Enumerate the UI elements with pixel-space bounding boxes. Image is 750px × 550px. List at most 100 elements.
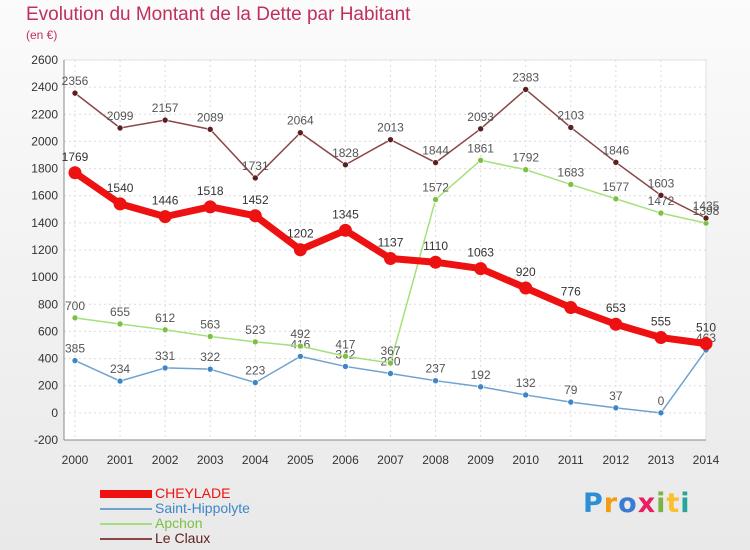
y-tick-label: 800 bbox=[38, 297, 58, 311]
data-label-cheylade: 1110 bbox=[423, 239, 448, 253]
data-point-saint-hippolyte bbox=[432, 377, 439, 384]
logo-letter: o bbox=[618, 488, 638, 519]
x-tick-label: 2010 bbox=[512, 453, 539, 467]
x-tick-label: 2009 bbox=[467, 453, 494, 467]
data-label-cheylade: 1518 bbox=[197, 184, 224, 198]
data-label-le-claux: 2157 bbox=[152, 101, 179, 115]
data-label-apchon: 523 bbox=[245, 323, 265, 337]
y-tick-label: 0 bbox=[51, 406, 58, 420]
data-label-apchon: 1683 bbox=[557, 165, 584, 179]
data-point-saint-hippolyte bbox=[71, 357, 79, 364]
y-tick-label: 200 bbox=[38, 379, 58, 393]
data-label-apchon: 1577 bbox=[603, 180, 630, 194]
data-point-cheylade bbox=[699, 337, 713, 351]
data-point-cheylade bbox=[338, 223, 352, 237]
x-tick-label: 2007 bbox=[377, 453, 404, 467]
data-point-le-claux bbox=[702, 214, 710, 222]
legend-swatch bbox=[100, 490, 152, 498]
data-point-cheylade bbox=[158, 210, 172, 224]
data-point-apchon bbox=[251, 338, 259, 346]
data-point-saint-hippolyte bbox=[116, 377, 124, 385]
data-label-le-claux: 1844 bbox=[422, 144, 449, 158]
data-label-cheylade: 1540 bbox=[107, 181, 134, 195]
data-label-cheylade: 1769 bbox=[62, 150, 89, 164]
logo-letter: x bbox=[637, 488, 657, 519]
legend-label: Le Claux bbox=[155, 530, 211, 546]
data-label-le-claux: 2356 bbox=[62, 74, 89, 88]
data-label-apchon: 492 bbox=[290, 327, 310, 341]
y-tick-label: 2400 bbox=[31, 80, 58, 94]
y-tick-label: 1400 bbox=[31, 216, 58, 230]
data-label-le-claux: 1846 bbox=[603, 143, 630, 157]
logo-letter: t bbox=[666, 488, 681, 519]
x-tick-label: 2002 bbox=[152, 453, 179, 467]
data-label-saint-hippolyte: 234 bbox=[110, 362, 130, 376]
legend-swatch bbox=[100, 508, 152, 510]
data-point-cheylade bbox=[564, 301, 578, 315]
data-label-le-claux: 2383 bbox=[512, 70, 539, 84]
data-label-apchon: 1792 bbox=[512, 151, 539, 165]
data-point-le-claux bbox=[116, 124, 124, 132]
y-tick-label: 1600 bbox=[31, 189, 58, 203]
data-label-cheylade: 1345 bbox=[332, 207, 359, 221]
data-point-le-claux bbox=[342, 161, 349, 169]
data-label-saint-hippolyte: 223 bbox=[245, 364, 265, 378]
data-label-le-claux: 2099 bbox=[107, 109, 134, 123]
data-label-saint-hippolyte: 331 bbox=[155, 349, 175, 363]
proxiti-logo: Proxiti bbox=[583, 488, 691, 519]
data-label-cheylade: 1137 bbox=[378, 236, 404, 250]
data-point-cheylade bbox=[293, 243, 307, 257]
data-point-cheylade bbox=[113, 197, 127, 211]
legend-swatch bbox=[100, 538, 152, 540]
x-tick-label: 2005 bbox=[287, 453, 314, 467]
data-point-apchon bbox=[387, 359, 394, 367]
data-label-le-claux: 1603 bbox=[648, 176, 675, 190]
data-label-apchon: 1472 bbox=[648, 194, 675, 208]
data-point-cheylade bbox=[203, 200, 217, 214]
logo-letter: i bbox=[656, 488, 667, 519]
data-point-le-claux bbox=[477, 125, 484, 133]
data-point-saint-hippolyte bbox=[251, 379, 259, 386]
data-label-le-claux: 2013 bbox=[377, 121, 404, 135]
y-tick-label: 400 bbox=[38, 352, 58, 366]
data-point-saint-hippolyte bbox=[477, 383, 484, 391]
x-tick-label: 2000 bbox=[62, 453, 89, 467]
data-point-apchon bbox=[522, 166, 530, 173]
data-point-apchon bbox=[657, 209, 665, 217]
data-point-apchon bbox=[116, 320, 124, 328]
data-label-cheylade: 1446 bbox=[152, 194, 179, 208]
data-point-cheylade bbox=[68, 166, 82, 180]
data-point-apchon bbox=[161, 326, 169, 334]
data-point-le-claux bbox=[297, 129, 304, 137]
data-point-apchon bbox=[342, 352, 349, 360]
y-tick-label: 600 bbox=[38, 324, 58, 338]
data-label-apchon: 1861 bbox=[467, 141, 494, 155]
data-point-cheylade bbox=[429, 255, 443, 269]
x-tick-label: 2014 bbox=[693, 453, 720, 467]
data-point-cheylade bbox=[248, 209, 262, 223]
legend-swatch bbox=[100, 523, 152, 525]
data-point-cheylade bbox=[609, 317, 623, 331]
data-point-le-claux bbox=[251, 174, 259, 182]
data-point-cheylade bbox=[474, 262, 488, 276]
logo-letter: i bbox=[680, 488, 691, 519]
data-label-saint-hippolyte: 0 bbox=[658, 394, 665, 408]
y-tick-label: 2200 bbox=[31, 107, 58, 121]
data-label-cheylade: 1063 bbox=[467, 246, 494, 260]
data-label-saint-hippolyte: 37 bbox=[609, 389, 623, 403]
legend-label: Saint-Hippolyte bbox=[155, 500, 250, 516]
data-point-le-claux bbox=[657, 192, 665, 199]
data-label-le-claux: 2093 bbox=[467, 110, 494, 124]
data-point-le-claux bbox=[432, 159, 439, 166]
x-tick-label: 2006 bbox=[332, 453, 359, 467]
y-tick-label: -200 bbox=[34, 433, 58, 447]
data-label-le-claux: 1731 bbox=[242, 159, 269, 173]
data-point-cheylade bbox=[384, 252, 397, 266]
y-tick-label: 1000 bbox=[31, 270, 58, 284]
logo-letter: P bbox=[583, 488, 604, 519]
data-label-apchon: 700 bbox=[65, 299, 85, 313]
x-tick-label: 2012 bbox=[603, 453, 630, 467]
data-label-apchon: 367 bbox=[380, 344, 400, 358]
data-label-saint-hippolyte: 192 bbox=[471, 368, 491, 382]
